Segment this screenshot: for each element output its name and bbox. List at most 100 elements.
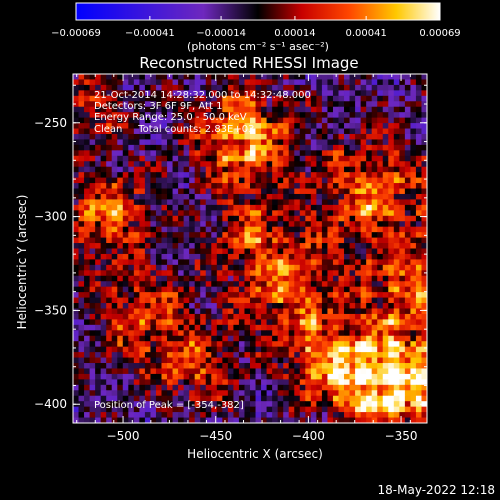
heatmap-pixel xyxy=(371,95,378,102)
heatmap-pixel xyxy=(272,330,279,337)
heatmap-pixel xyxy=(233,259,240,266)
heatmap-pixel xyxy=(261,232,267,238)
heatmap-pixel xyxy=(404,352,411,358)
heatmap-pixel xyxy=(371,259,378,266)
heatmap-pixel xyxy=(366,106,373,113)
heatmap-pixel xyxy=(388,357,395,364)
heatmap-pixel xyxy=(233,101,240,108)
heatmap-pixel xyxy=(338,243,345,249)
heatmap-pixel xyxy=(200,313,207,320)
heatmap-pixel xyxy=(161,390,168,397)
heatmap-pixel xyxy=(144,106,151,113)
heatmap-pixel xyxy=(266,352,273,358)
heatmap-pixel xyxy=(294,313,301,320)
heatmap-pixel xyxy=(161,95,168,102)
heatmap-pixel xyxy=(111,226,118,233)
heatmap-pixel xyxy=(189,270,196,277)
heatmap-pixel xyxy=(360,357,367,364)
heatmap-pixel xyxy=(178,390,185,397)
heatmap-pixel xyxy=(266,264,273,271)
heatmap-pixel xyxy=(299,401,306,408)
heatmap-pixel xyxy=(266,95,273,102)
heatmap-pixel xyxy=(255,264,262,271)
heatmap-pixel xyxy=(255,237,262,244)
heatmap-pixel xyxy=(294,308,301,315)
heatmap-pixel xyxy=(167,341,173,348)
heatmap-pixel xyxy=(183,248,190,255)
heatmap-pixel xyxy=(117,243,124,249)
heatmap-pixel xyxy=(305,390,312,397)
heatmap-pixel xyxy=(421,128,428,135)
heatmap-pixel xyxy=(117,237,124,244)
heatmap-pixel xyxy=(95,379,102,386)
heatmap-pixel xyxy=(404,390,411,397)
heatmap-pixel xyxy=(294,352,301,358)
heatmap-pixel xyxy=(393,357,400,364)
heatmap-pixel xyxy=(327,183,334,189)
heatmap-pixel xyxy=(128,139,135,146)
heatmap-pixel xyxy=(366,275,373,282)
heatmap-pixel xyxy=(167,172,173,179)
heatmap-pixel xyxy=(244,395,251,402)
heatmap-pixel xyxy=(133,101,140,108)
heatmap-pixel xyxy=(388,417,395,424)
heatmap-pixel xyxy=(327,193,334,200)
heatmap-pixel xyxy=(100,215,107,222)
heatmap-pixel xyxy=(410,237,417,244)
heatmap-pixel xyxy=(89,166,96,173)
heatmap-pixel xyxy=(144,324,151,331)
heatmap-pixel xyxy=(393,204,400,211)
heatmap-pixel xyxy=(327,232,334,238)
heatmap-pixel xyxy=(305,139,312,146)
heatmap-pixel xyxy=(172,352,179,358)
heatmap-pixel xyxy=(139,406,146,413)
heatmap-pixel xyxy=(183,292,190,298)
heatmap-pixel xyxy=(266,270,273,277)
heatmap-pixel xyxy=(89,74,96,80)
heatmap-pixel xyxy=(244,117,251,124)
heatmap-pixel xyxy=(327,210,334,217)
heatmap-pixel xyxy=(272,286,279,293)
heatmap-pixel xyxy=(332,379,339,386)
heatmap-pixel xyxy=(261,270,267,277)
heatmap-pixel xyxy=(366,172,373,179)
heatmap-pixel xyxy=(238,412,245,418)
heatmap-pixel xyxy=(410,79,417,86)
heatmap-pixel xyxy=(360,232,367,238)
heatmap-pixel xyxy=(205,341,212,348)
heatmap-pixel xyxy=(377,259,384,266)
heatmap-pixel xyxy=(377,210,384,217)
heatmap-pixel xyxy=(89,324,96,331)
heatmap-pixel xyxy=(205,139,212,146)
heatmap-pixel xyxy=(244,144,251,151)
heatmap-pixel xyxy=(277,161,284,168)
heatmap-pixel xyxy=(161,79,168,86)
heatmap-pixel xyxy=(355,155,362,162)
heatmap-pixel xyxy=(272,237,279,244)
heatmap-pixel xyxy=(200,373,207,380)
heatmap-pixel xyxy=(194,363,201,369)
heatmap-pixel xyxy=(183,155,190,162)
heatmap-pixel xyxy=(200,384,207,391)
heatmap-pixel xyxy=(316,292,323,298)
heatmap-pixel xyxy=(233,133,240,140)
x-tick-label: −450 xyxy=(199,429,232,443)
heatmap-pixel xyxy=(404,368,411,375)
heatmap-pixel xyxy=(283,384,290,391)
heatmap-pixel xyxy=(78,390,85,397)
heatmap-pixel xyxy=(139,363,146,369)
heatmap-pixel xyxy=(399,286,406,293)
heatmap-pixel xyxy=(172,417,179,424)
heatmap-pixel xyxy=(355,390,362,397)
heatmap-pixel xyxy=(238,215,245,222)
heatmap-pixel xyxy=(117,95,124,102)
heatmap-pixel xyxy=(205,406,212,413)
heatmap-pixel xyxy=(360,106,367,113)
heatmap-pixel xyxy=(404,330,411,337)
heatmap-pixel xyxy=(178,368,185,375)
heatmap-pixel xyxy=(272,324,279,331)
heatmap-pixel xyxy=(321,286,328,293)
heatmap-pixel xyxy=(133,221,140,228)
heatmap-pixel xyxy=(371,384,378,391)
heatmap-pixel xyxy=(205,275,212,282)
